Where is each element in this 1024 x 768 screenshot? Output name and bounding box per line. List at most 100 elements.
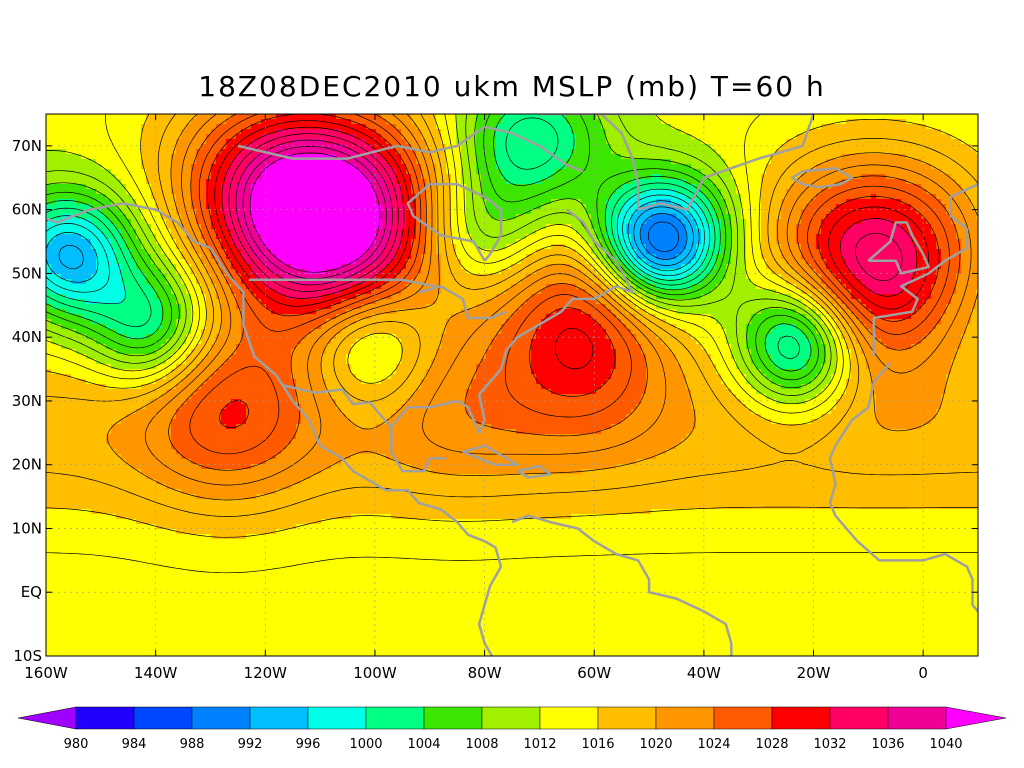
field-cell — [856, 274, 912, 280]
field-cell — [356, 339, 402, 345]
field-cell — [211, 374, 292, 380]
field-cell — [351, 274, 377, 280]
field-cell — [581, 199, 607, 205]
field-cell — [191, 459, 267, 465]
field-cell — [606, 199, 627, 205]
field-cell — [326, 349, 352, 355]
field-cell — [961, 244, 978, 250]
field-cell — [376, 239, 387, 245]
field-cell — [961, 334, 978, 340]
field-cell — [136, 259, 152, 265]
field-cell — [741, 204, 762, 210]
field-cell — [436, 179, 452, 185]
colorbar-label: 1032 — [813, 737, 846, 752]
lat-tick-label: 10N — [12, 519, 42, 537]
field-cell — [211, 534, 247, 540]
field-cell — [251, 194, 377, 200]
field-cell — [206, 299, 222, 305]
field-cell — [591, 279, 607, 285]
field-cell — [611, 344, 642, 350]
field-cell — [396, 274, 417, 280]
field-cell — [91, 274, 122, 280]
field-cell — [606, 134, 692, 140]
field-cell — [421, 174, 437, 180]
field-cell — [376, 189, 392, 195]
field-cell — [106, 194, 132, 200]
field-cell — [166, 224, 182, 230]
field-cell — [491, 339, 532, 345]
field-cell — [676, 214, 692, 220]
field-cell — [206, 199, 222, 205]
field-cell — [46, 184, 87, 190]
colorbar-box — [713, 706, 773, 730]
coastline — [790, 166, 854, 189]
field-cell — [871, 329, 932, 335]
field-cell — [736, 364, 757, 370]
field-cell — [196, 364, 222, 370]
field-cell — [616, 274, 627, 280]
field-cell — [661, 339, 697, 345]
field-cell — [66, 294, 127, 300]
field-cell — [186, 259, 202, 265]
field-cell — [431, 359, 482, 365]
field-cell — [756, 364, 777, 370]
field-cell — [621, 244, 632, 250]
field-cell — [531, 369, 612, 375]
field-cell — [831, 334, 842, 340]
field-cell — [421, 254, 442, 260]
field-cell — [411, 279, 442, 285]
field-cell — [846, 379, 872, 385]
field-cell — [796, 234, 817, 240]
lat-tick-label: 70N — [12, 137, 42, 155]
field-cell — [801, 249, 822, 255]
field-cell — [396, 459, 637, 465]
field-cell — [141, 144, 177, 150]
field-cell — [171, 369, 192, 375]
field-cell — [46, 374, 72, 380]
field-cell — [691, 214, 707, 220]
field-cell — [456, 244, 477, 250]
field-cell — [206, 304, 222, 310]
field-cell — [381, 224, 392, 230]
field-cell — [781, 244, 802, 250]
field-cell — [111, 219, 132, 225]
field-cell — [301, 479, 978, 485]
field-cell — [271, 309, 317, 315]
field-cell — [46, 134, 142, 140]
field-cell — [536, 374, 612, 380]
field-cell — [46, 399, 152, 405]
field-cell — [976, 299, 978, 305]
field-cell — [796, 324, 817, 330]
field-cell — [216, 124, 252, 130]
field-cell — [916, 249, 942, 255]
field-cell — [726, 274, 747, 280]
field-cell — [681, 369, 717, 375]
field-cell — [266, 284, 352, 290]
field-cell — [696, 409, 752, 415]
field-cell — [206, 324, 222, 330]
field-cell — [176, 349, 192, 355]
field-cell — [351, 514, 392, 520]
field-cell — [731, 244, 747, 250]
field-cell — [251, 124, 367, 130]
field-cell — [941, 394, 978, 400]
field-cell — [856, 314, 877, 320]
field-cell — [796, 239, 817, 245]
field-cell — [606, 209, 622, 215]
field-cell — [376, 199, 392, 205]
field-cell — [246, 259, 262, 265]
field-cell — [486, 299, 527, 305]
field-cell — [696, 219, 707, 225]
field-cell — [171, 289, 187, 295]
field-cell — [831, 329, 842, 335]
field-cell — [401, 134, 422, 140]
field-cell — [821, 249, 842, 255]
field-cell — [406, 169, 422, 175]
field-cell — [881, 424, 922, 430]
field-cell — [406, 284, 442, 290]
field-cell — [431, 469, 582, 475]
field-cell — [46, 334, 87, 340]
field-cell — [451, 214, 467, 220]
field-cell — [596, 114, 657, 120]
field-cell — [216, 259, 232, 265]
